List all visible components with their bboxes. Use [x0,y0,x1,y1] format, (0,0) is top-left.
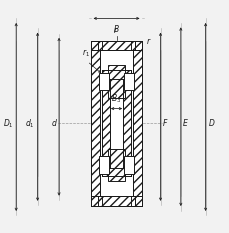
Text: r: r [113,26,117,35]
Bar [97,41,101,50]
Bar [107,65,125,98]
Text: B: B [113,25,119,34]
Bar [90,41,142,50]
Bar [110,79,122,168]
Text: d: d [51,119,56,128]
Bar [122,79,131,168]
Bar [97,196,101,206]
Text: D: D [207,119,213,128]
Bar [101,70,131,79]
Bar [131,196,135,206]
Bar [107,149,125,181]
Text: $D_1$: $D_1$ [3,117,14,130]
Bar [101,168,131,176]
Bar [99,156,109,174]
Text: E: E [182,119,187,128]
Text: $d_1$: $d_1$ [25,117,35,130]
Bar [100,50,132,196]
Bar [90,50,100,196]
Bar [90,196,142,206]
Bar [132,50,142,196]
Text: $B_3$: $B_3$ [111,92,121,105]
Text: F: F [162,119,166,128]
Text: $r_1$: $r_1$ [81,48,89,59]
Bar [131,41,135,50]
Text: r: r [146,37,149,46]
Bar [99,73,109,90]
Bar [124,156,134,174]
Bar [124,73,134,90]
Bar [101,79,110,168]
